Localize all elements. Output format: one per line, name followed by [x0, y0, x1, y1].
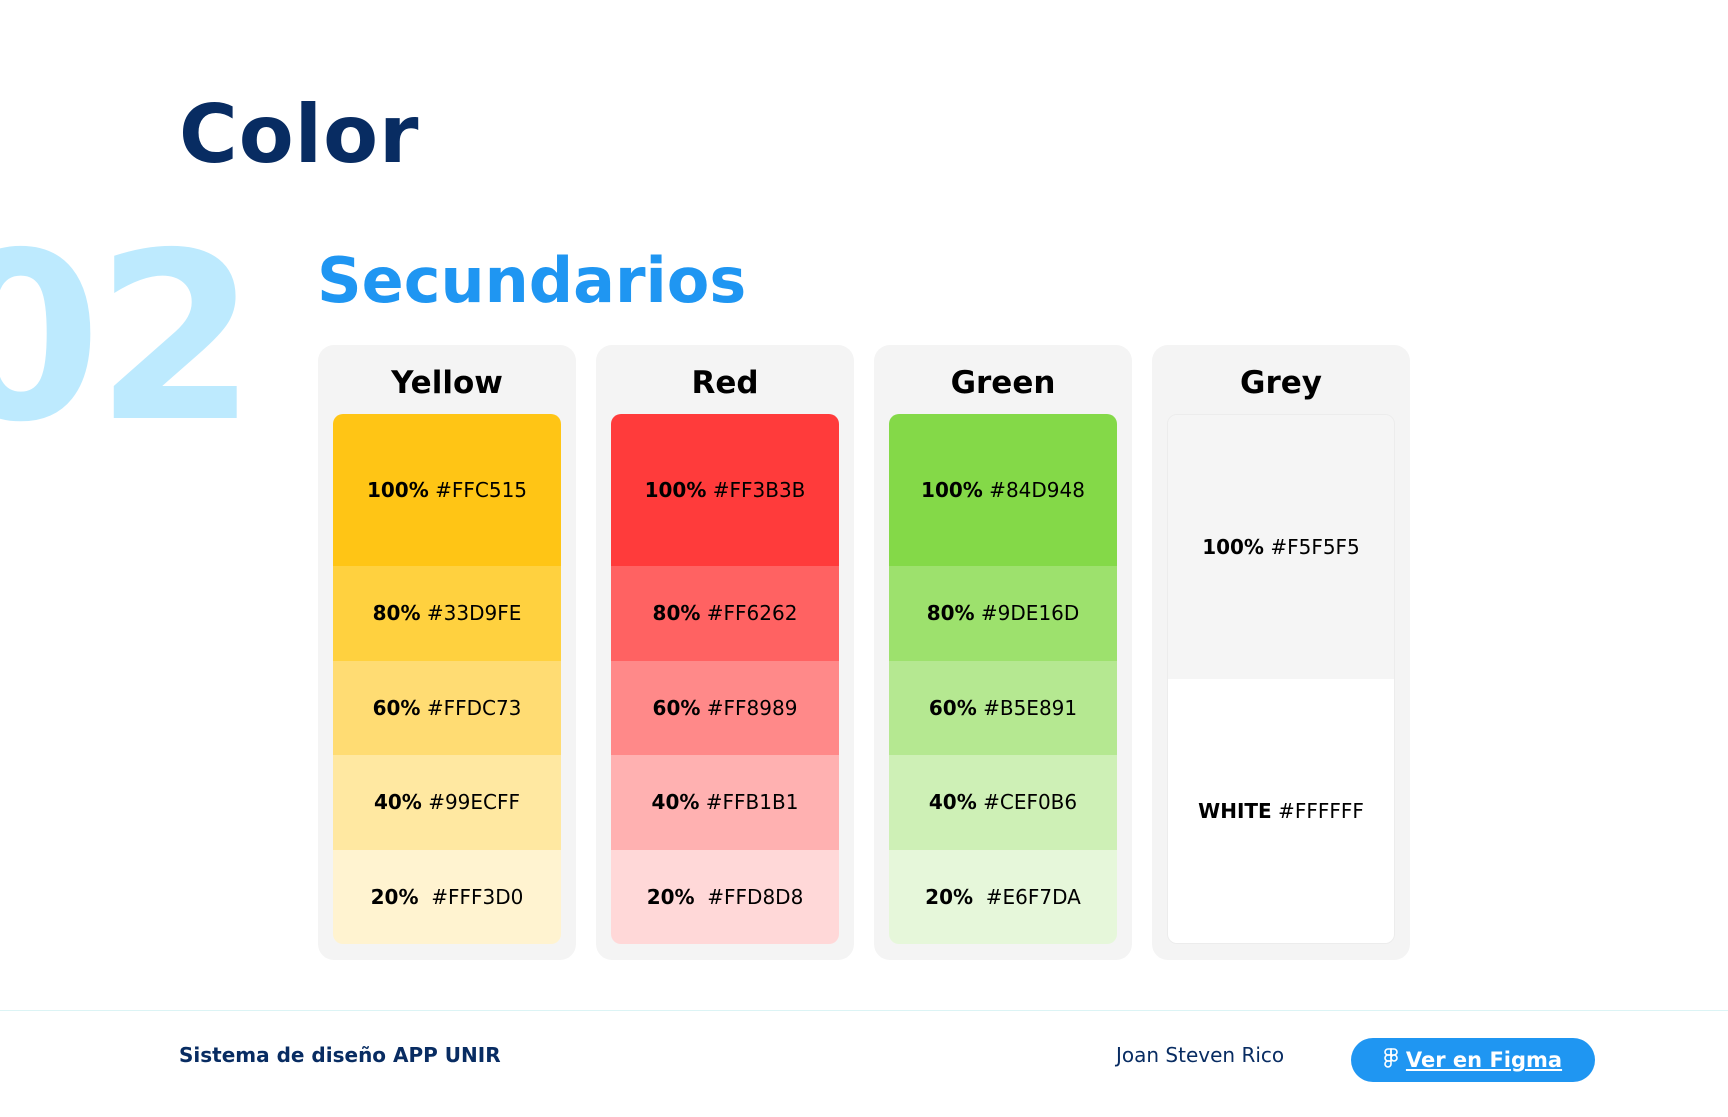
swatch-hex: #9DE16D [974, 601, 1080, 626]
color-swatch[interactable]: WHITE #FFFFFF [1168, 679, 1394, 943]
palette-card-green: Green 100% #84D948 80% #9DE16D 60% #B5E8… [874, 345, 1132, 960]
swatch-hex: #FFB1B1 [699, 790, 799, 815]
color-swatch[interactable]: 100% #FF3B3B [611, 414, 839, 566]
palette-card-yellow: Yellow 100% #FFC515 80% #33D9FE 60% #FFD… [318, 345, 576, 960]
color-swatch[interactable]: 20% #FFD8D8 [611, 849, 839, 944]
palette-card-grey: Grey 100% #F5F5F5 WHITE #FFFFFF [1152, 345, 1410, 960]
color-swatch[interactable]: 80% #33D9FE [333, 566, 561, 661]
swatch-stack: 100% #F5F5F5 WHITE #FFFFFF [1167, 414, 1395, 944]
swatch-stack: 100% #FF3B3B 80% #FF6262 60% #FF8989 40%… [611, 414, 839, 944]
section-number: 02 [0, 203, 257, 473]
footer-divider [0, 1010, 1728, 1011]
color-swatch[interactable]: 80% #FF6262 [611, 566, 839, 661]
swatch-percent: 100% [1202, 535, 1264, 559]
color-swatch[interactable]: 60% #FFDC73 [333, 660, 561, 755]
swatch-hex: #FFFFFF [1271, 799, 1364, 823]
swatch-hex: #F5F5F5 [1263, 535, 1360, 559]
swatch-percent: 100% [366, 478, 429, 502]
swatch-hex: #CEF0B6 [976, 790, 1078, 815]
section-title: Secundarios [317, 244, 747, 317]
color-swatch[interactable]: 20% #E6F7DA [889, 849, 1117, 944]
swatch-stack: 100% #84D948 80% #9DE16D 60% #B5E891 40%… [889, 414, 1117, 944]
swatch-percent: 60% [372, 695, 421, 720]
swatch-hex: #FFF3D0 [418, 884, 524, 909]
swatch-percent: WHITE [1198, 799, 1272, 823]
swatch-percent: 60% [652, 695, 701, 720]
color-swatch[interactable]: 100% #FFC515 [333, 414, 561, 566]
swatch-percent: 80% [926, 601, 975, 626]
swatch-hex: #33D9FE [420, 601, 522, 626]
swatch-percent: 100% [644, 478, 707, 502]
figma-icon [1384, 1047, 1398, 1073]
color-swatch[interactable]: 60% #B5E891 [889, 660, 1117, 755]
swatch-hex: #FFC515 [428, 478, 528, 502]
ver-en-figma-label: Ver en Figma [1405, 1048, 1563, 1072]
palette-title: Grey [1240, 365, 1322, 401]
swatch-percent: 20% [925, 884, 974, 909]
palette-title: Yellow [391, 365, 503, 401]
swatch-hex: #B5E891 [976, 695, 1078, 720]
color-swatch[interactable]: 100% #F5F5F5 [1168, 415, 1394, 679]
palette-card-red: Red 100% #FF3B3B 80% #FF6262 60% #FF8989… [596, 345, 854, 960]
color-swatch[interactable]: 20% #FFF3D0 [333, 849, 561, 944]
swatch-percent: 20% [646, 884, 695, 909]
swatch-percent: 100% [921, 478, 983, 502]
swatch-percent: 40% [373, 790, 422, 815]
swatch-percent: 80% [652, 601, 701, 626]
palette-title: Green [950, 365, 1056, 401]
color-swatch[interactable]: 40% #FFB1B1 [611, 755, 839, 850]
author-name: Joan Steven Rico [1116, 1043, 1285, 1067]
color-swatch[interactable]: 40% #CEF0B6 [889, 755, 1117, 850]
swatch-hex: #84D948 [982, 478, 1085, 502]
color-swatch[interactable]: 80% #9DE16D [889, 566, 1117, 661]
swatch-percent: 40% [651, 790, 700, 815]
swatch-hex: #FFDC73 [420, 695, 522, 720]
swatch-percent: 40% [928, 790, 977, 815]
color-swatch[interactable]: 100% #84D948 [889, 414, 1117, 566]
swatch-hex: #FF3B3B [706, 478, 806, 502]
swatch-hex: #E6F7DA [973, 884, 1081, 909]
swatch-hex: #FF6262 [700, 601, 798, 626]
color-swatch[interactable]: 40% #99ECFF [333, 755, 561, 850]
page-title: Color [179, 88, 420, 181]
palette-title: Red [691, 365, 759, 401]
swatch-percent: 80% [372, 601, 421, 626]
color-swatch[interactable]: 60% #FF8989 [611, 660, 839, 755]
ver-en-figma-button[interactable]: Ver en Figma [1351, 1038, 1595, 1082]
swatch-stack: 100% #FFC515 80% #33D9FE 60% #FFDC73 40%… [333, 414, 561, 944]
design-system-name: Sistema de diseño APP UNIR [179, 1043, 501, 1067]
swatch-percent: 60% [928, 695, 977, 720]
swatch-percent: 20% [370, 884, 419, 909]
swatch-hex: #99ECFF [421, 790, 521, 815]
swatch-hex: #FFD8D8 [694, 884, 804, 909]
swatch-hex: #FF8989 [700, 695, 798, 720]
